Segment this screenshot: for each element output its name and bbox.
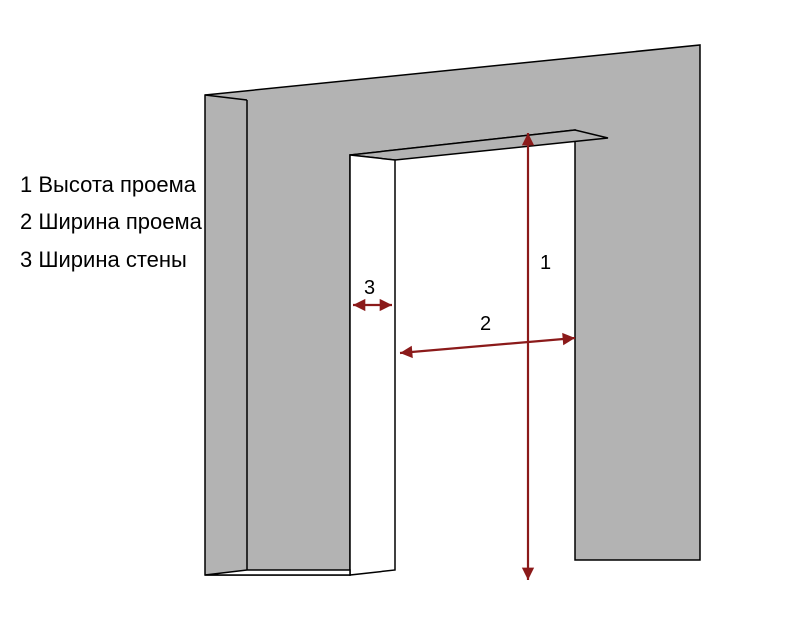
legend-item-1: 1 Высота проема	[20, 166, 202, 203]
legend-item-3: 3 Ширина стены	[20, 241, 202, 278]
diagram-canvas: 1 Высота проема 2 Ширина проема 3 Ширина…	[0, 0, 800, 635]
dim-label-2: 2	[480, 313, 491, 336]
legend: 1 Высота проема 2 Ширина проема 3 Ширина…	[20, 166, 202, 278]
dim-label-3: 3	[364, 277, 375, 300]
legend-item-2: 2 Ширина проема	[20, 203, 202, 240]
wall-front-face	[205, 45, 700, 575]
door-opening-diagram	[0, 0, 800, 635]
dimension-arrow-width	[400, 338, 575, 353]
dim-label-1: 1	[540, 252, 551, 275]
opening-left-return	[350, 155, 395, 575]
